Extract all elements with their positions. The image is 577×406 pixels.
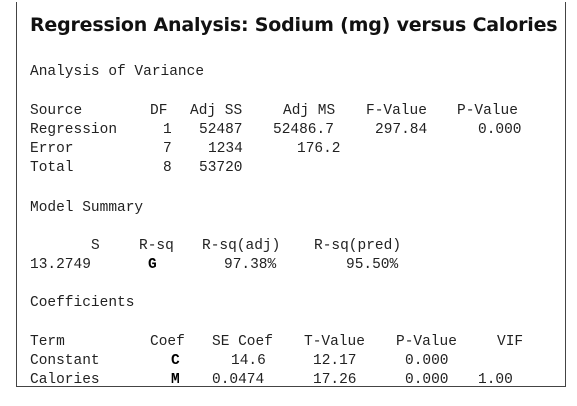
anova-row-adj-ss: 52487 (199, 122, 243, 138)
model-summary-r-sq-value: G (148, 257, 157, 273)
coef-row-p-value: 0.000 (405, 353, 449, 369)
anova-row-source: Regression (30, 122, 118, 138)
model-summary-col-r-sq-pred: R-sq(pred) (314, 238, 402, 254)
coef-row-se-coef: 14.6 (231, 353, 266, 369)
coefficients-heading: Coefficients (30, 295, 135, 311)
coef-row-t-value: 12.17 (313, 353, 357, 369)
coef-row-se-coef: 0.0474 (212, 372, 265, 388)
model-summary-r-sq-adj-value: 97.38% (224, 257, 277, 273)
regression-title: Regression Analysis: Sodium (mg) versus … (30, 14, 558, 36)
coef-row-t-value: 17.26 (313, 372, 357, 388)
anova-col-adj-ss: Adj SS (190, 103, 243, 119)
anova-col-f-value: F-Value (366, 103, 427, 119)
coef-row-coef: M (171, 372, 180, 388)
anova-row-adj-ms: 176.2 (297, 141, 341, 157)
coef-col-term: Term (30, 334, 65, 350)
coef-col-t-value: T-Value (304, 334, 365, 350)
anova-row-f-value: 297.84 (375, 122, 428, 138)
anova-row-df: 1 (163, 122, 172, 138)
model-summary-col-r-sq: R-sq (139, 238, 174, 254)
anova-col-p-value: P-Value (457, 103, 518, 119)
model-summary-col-r-sq-adj: R-sq(adj) (202, 238, 281, 254)
coef-col-p-value: P-Value (396, 334, 457, 350)
anova-col-df: DF (150, 103, 168, 119)
model-summary-s-value: 13.2749 (30, 257, 91, 273)
anova-col-source: Source (30, 103, 83, 119)
anova-row-p-value: 0.000 (478, 122, 522, 138)
coef-row-coef: C (171, 353, 180, 369)
anova-heading: Analysis of Variance (30, 64, 205, 80)
coef-row-p-value: 0.000 (405, 372, 449, 388)
anova-col-adj-ms: Adj MS (283, 103, 336, 119)
coef-row-vif: 1.00 (478, 372, 513, 388)
coef-col-se-coef: SE Coef (212, 334, 273, 350)
anova-row-df: 7 (163, 141, 172, 157)
model-summary-heading: Model Summary (30, 200, 144, 216)
anova-row-source: Error (30, 141, 74, 157)
coef-row-term: Calories (30, 372, 100, 388)
coef-col-vif: VIF (497, 334, 524, 350)
model-summary-r-sq-pred-value: 95.50% (346, 257, 399, 273)
anova-row-adj-ss: 53720 (199, 160, 243, 176)
coef-row-term: Constant (30, 353, 100, 369)
anova-row-df: 8 (163, 160, 172, 176)
coef-col-coef: Coef (150, 334, 185, 350)
anova-row-adj-ms: 52486.7 (273, 122, 334, 138)
anova-row-source: Total (30, 160, 74, 176)
output-frame (16, 2, 566, 387)
anova-row-adj-ss: 1234 (208, 141, 243, 157)
model-summary-col-s: S (91, 238, 100, 254)
